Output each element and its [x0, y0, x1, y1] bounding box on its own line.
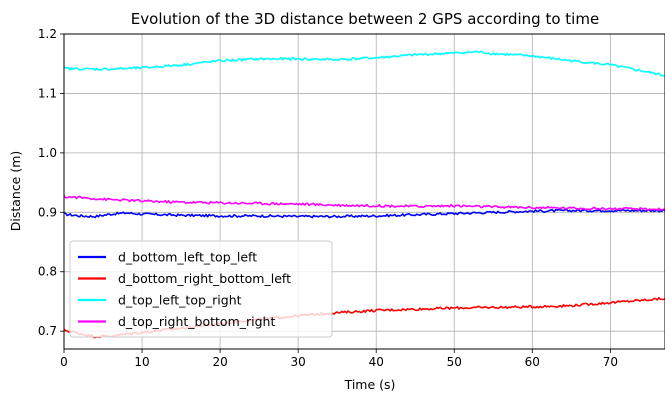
- series-line: [63, 195, 665, 212]
- x-axis-ticks: 0 10 20 30 40 50 60 70: [60, 349, 618, 369]
- x-tick-label: 20: [212, 355, 227, 369]
- y-axis-label: Distance (m): [8, 151, 23, 232]
- x-tick-label: 40: [369, 355, 384, 369]
- x-tick-label: 60: [525, 355, 540, 369]
- chart-title: Evolution of the 3D distance between 2 G…: [131, 10, 599, 28]
- series-line: [63, 208, 665, 219]
- x-tick-label: 0: [60, 355, 68, 369]
- legend-box: [69, 240, 333, 338]
- legend: d_bottom_left_top_left d_bottom_right_bot…: [69, 240, 333, 338]
- series-layer: [63, 50, 665, 339]
- y-tick-label: 1.1: [38, 86, 57, 100]
- y-axis-ticks: 0.7 0.8 0.9 1.0 1.1 1.2: [38, 27, 64, 338]
- x-tick-label: 30: [291, 355, 306, 369]
- plot-frame: [63, 33, 665, 350]
- y-tick-label: 0.7: [38, 324, 57, 338]
- y-tick-label: 0.9: [38, 205, 57, 219]
- y-tick-label: 1.0: [38, 146, 57, 160]
- x-tick-label: 70: [603, 355, 618, 369]
- series-line: [63, 50, 665, 77]
- y-tick-label: 1.2: [38, 27, 57, 41]
- x-tick-label: 50: [447, 355, 462, 369]
- legend-label: d_bottom_right_bottom_left: [118, 271, 291, 286]
- y-tick-label: 0.8: [38, 265, 57, 279]
- legend-label: d_top_left_top_right: [118, 293, 242, 308]
- x-tick-label: 10: [134, 355, 149, 369]
- legend-label: d_bottom_left_top_left: [118, 250, 257, 265]
- legend-label: d_top_right_bottom_right: [118, 314, 275, 329]
- x-axis-label: Time (s): [344, 377, 396, 392]
